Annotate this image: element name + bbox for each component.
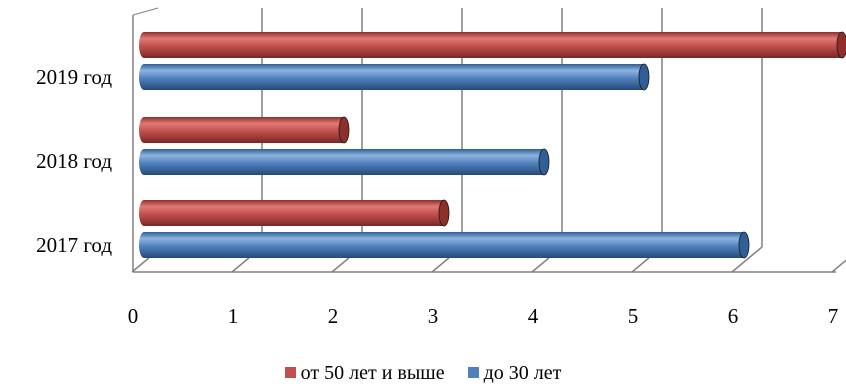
legend: от 50 лет и выше до 30 лет xyxy=(0,362,846,385)
bar-younger-2017 xyxy=(139,231,750,259)
x-axis-tick-labels: 0 1 2 3 4 5 6 7 xyxy=(128,304,839,328)
legend-swatch-older xyxy=(284,367,296,378)
x-tick-label-6: 6 xyxy=(728,304,739,328)
bar-younger-2018 xyxy=(139,148,550,176)
legend-label-younger: до 30 лет xyxy=(483,362,562,384)
x-tick-label-7: 7 xyxy=(828,304,839,328)
legend-label-older: от 50 лет и выше xyxy=(300,362,445,384)
x-tick-label-2: 2 xyxy=(328,304,339,328)
x-tick-label-3: 3 xyxy=(428,304,439,328)
bar-younger-2019 xyxy=(139,63,650,91)
category-label-2017: 2017 год xyxy=(36,233,112,257)
category-label-2018: 2018 год xyxy=(36,149,112,173)
legend-item-younger: до 30 лет xyxy=(467,362,562,385)
x-tick-label-1: 1 xyxy=(228,304,239,328)
x-tick-label-0: 0 xyxy=(128,304,139,328)
bar-older-2017 xyxy=(139,199,450,227)
legend-swatch-younger xyxy=(467,367,479,378)
floor-line-6 xyxy=(731,246,763,273)
category-label-2019: 2019 год xyxy=(36,65,112,89)
category-labels: 2017 год 2018 год 2019 год xyxy=(36,65,112,257)
legend-item-older: от 50 лет и выше xyxy=(284,362,445,385)
bar-older-2018 xyxy=(139,116,350,144)
floor-line-7 xyxy=(831,259,846,273)
bars-group xyxy=(139,31,846,259)
x-tick-label-4: 4 xyxy=(528,304,539,328)
x-tick-label-5: 5 xyxy=(628,304,639,328)
bar-older-2019 xyxy=(139,31,846,59)
